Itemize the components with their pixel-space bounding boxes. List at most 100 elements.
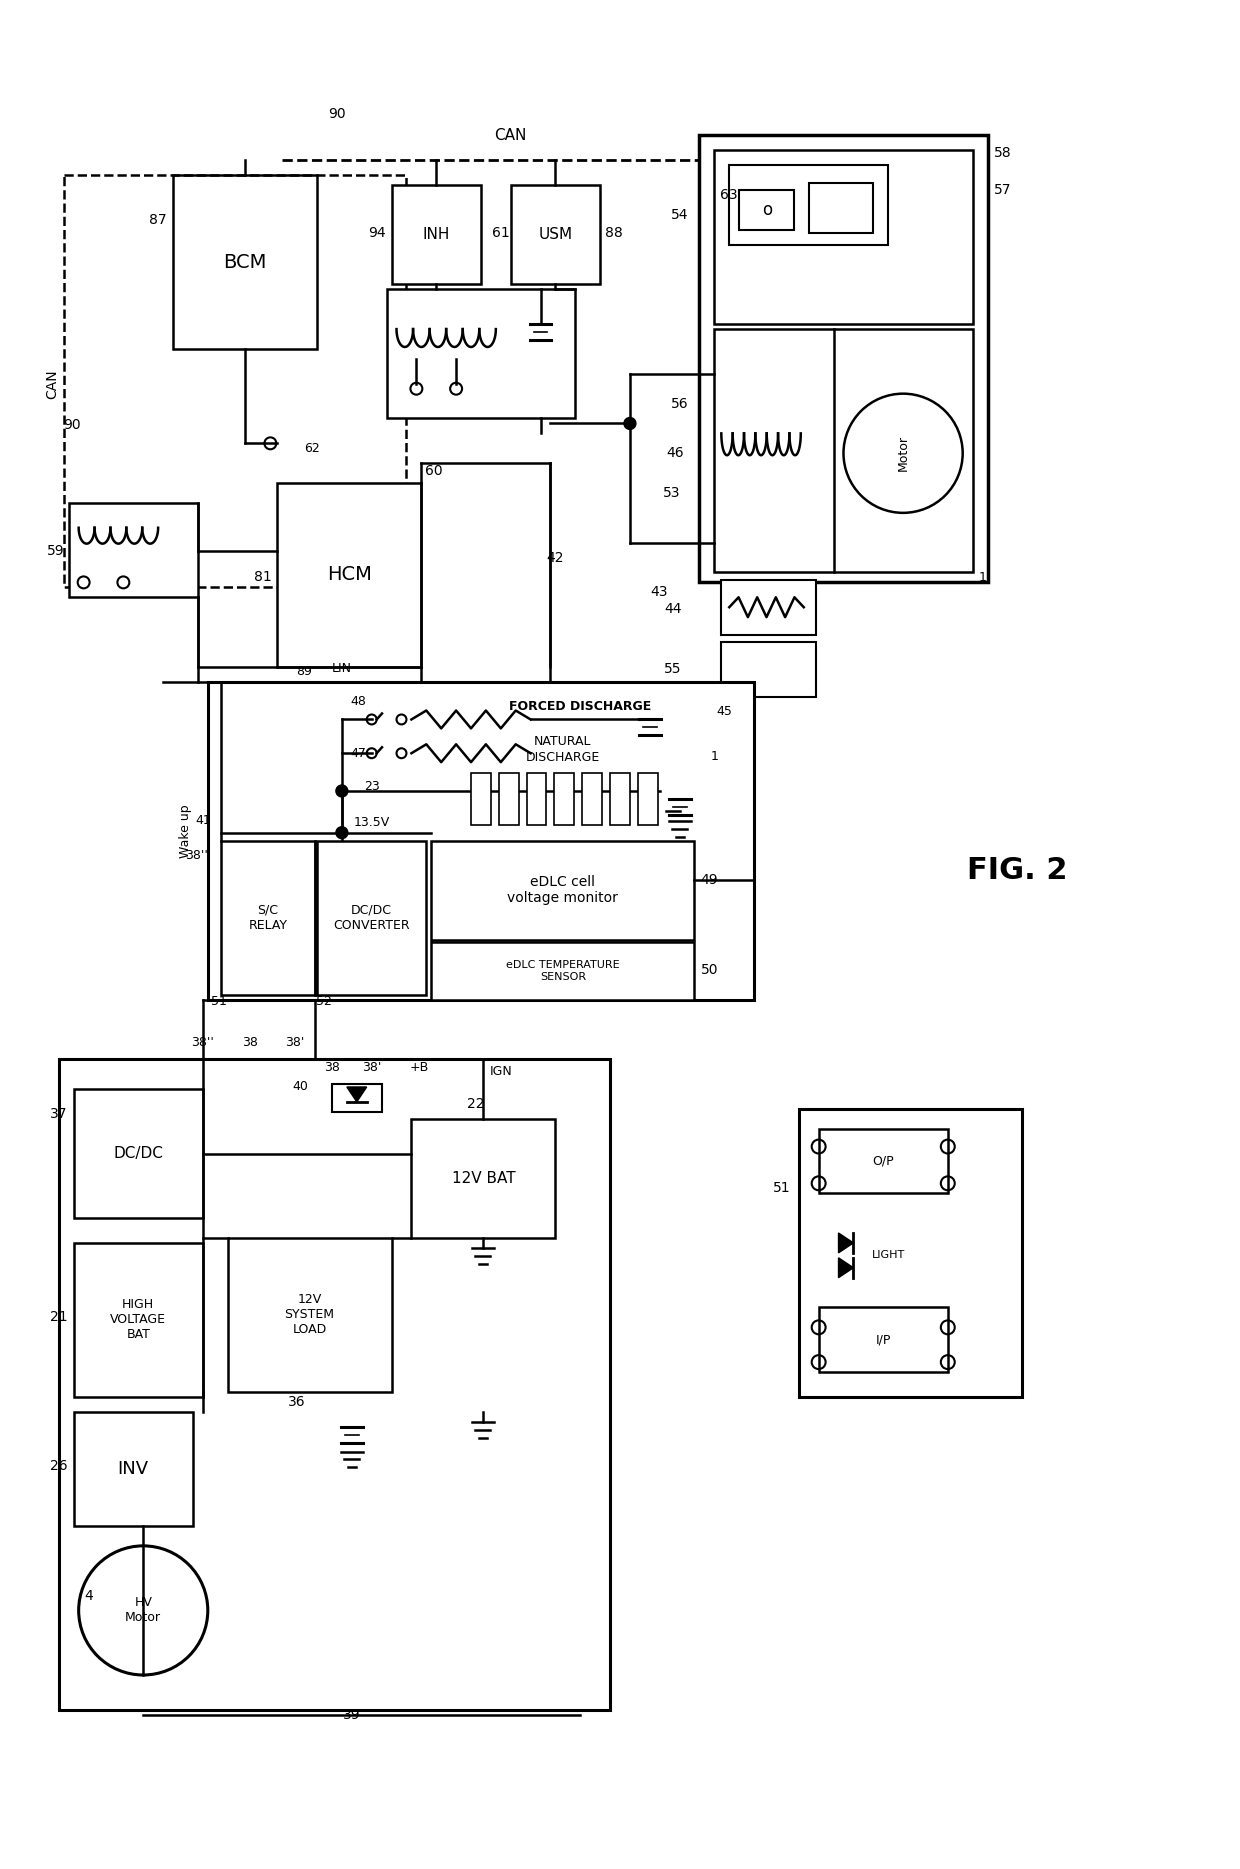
Text: IGN: IGN [490,1065,512,1078]
Text: 60: 60 [425,464,443,478]
Text: 46: 46 [666,447,683,460]
Text: Wake up: Wake up [180,804,192,858]
Text: 43: 43 [650,585,667,600]
Text: CAN: CAN [45,368,58,398]
Text: 59: 59 [47,544,64,557]
Bar [739,191,794,230]
Text: CAN: CAN [495,127,527,142]
Circle shape [624,417,636,430]
Bar [714,329,972,572]
Text: 94: 94 [368,226,386,239]
Text: 47: 47 [351,748,367,759]
Text: 55: 55 [663,662,682,677]
Text: HIGH
VOLTAGE
BAT: HIGH VOLTAGE BAT [110,1299,166,1342]
Text: 88: 88 [605,226,622,239]
Bar [511,185,600,284]
Text: +B: +B [409,1060,429,1073]
Text: 51: 51 [211,994,227,1007]
Text: 21: 21 [50,1310,68,1325]
Bar [73,1090,203,1219]
Bar [392,185,481,284]
Text: 38': 38' [285,1035,305,1049]
Text: 52: 52 [316,994,332,1007]
Text: 38: 38 [324,1060,340,1073]
Text: 40: 40 [293,1080,308,1093]
Bar [58,1060,610,1710]
Bar [637,774,657,824]
Circle shape [336,826,348,839]
Text: 22: 22 [467,1097,485,1110]
Bar [610,774,630,824]
Text: 38'': 38'' [186,849,208,862]
Circle shape [336,785,348,796]
Bar [527,774,547,824]
Text: 38: 38 [243,1035,258,1049]
Bar [432,841,694,940]
Bar [722,641,816,697]
Bar [73,1411,193,1525]
Text: NATURAL: NATURAL [533,735,591,748]
Text: 57: 57 [993,183,1011,196]
Bar [722,581,816,635]
Text: DISCHARGE: DISCHARGE [526,751,599,764]
Bar [68,503,198,598]
Text: 12V BAT: 12V BAT [451,1170,516,1185]
Bar [583,774,603,824]
Text: USM: USM [538,228,573,243]
Text: 41: 41 [195,815,211,828]
Text: 50: 50 [701,963,718,977]
Text: INH: INH [423,228,450,243]
Text: 61: 61 [492,226,510,239]
Bar [387,290,575,419]
Bar [818,1129,947,1192]
Text: 36: 36 [289,1394,306,1409]
Text: 56: 56 [671,396,688,411]
Text: BCM: BCM [223,252,267,271]
Text: 89: 89 [296,665,312,678]
Text: 1: 1 [978,570,987,583]
Text: 4: 4 [84,1589,93,1602]
Text: 26: 26 [50,1460,68,1473]
Text: DC/DC: DC/DC [113,1146,164,1161]
Bar [174,176,317,350]
Text: 49: 49 [701,873,718,888]
Text: S/C
RELAY: S/C RELAY [248,903,288,931]
Bar [412,1120,556,1237]
Bar [818,1308,947,1372]
Bar [73,1243,203,1396]
Polygon shape [838,1234,853,1252]
Text: I/P: I/P [875,1333,890,1346]
Bar [498,774,518,824]
Text: 38'': 38'' [191,1035,215,1049]
Text: FIG. 2: FIG. 2 [967,856,1068,884]
Bar [554,774,574,824]
Text: eDLC cell
voltage monitor: eDLC cell voltage monitor [507,875,619,905]
Text: Motor: Motor [897,435,910,471]
Text: 51: 51 [773,1181,791,1196]
Text: DC/DC
CONVERTER: DC/DC CONVERTER [334,903,410,931]
Bar [63,176,407,587]
Bar [208,682,754,1000]
Bar [471,774,491,824]
Text: 63: 63 [720,189,738,202]
Text: HCM: HCM [327,566,372,585]
Text: 90: 90 [63,419,81,432]
Bar [221,841,315,994]
Text: 90: 90 [329,107,346,121]
Text: 39: 39 [343,1708,361,1721]
Polygon shape [347,1088,367,1103]
Text: 87: 87 [149,213,167,226]
Text: HV
Motor: HV Motor [125,1596,161,1624]
Bar [729,164,888,245]
Text: 48: 48 [351,695,367,708]
Bar [332,1084,382,1112]
Text: 42: 42 [547,551,564,564]
Text: o: o [761,200,773,219]
Bar [699,135,987,583]
Bar [799,1108,1022,1396]
Text: 54: 54 [671,207,688,222]
Text: 12V
SYSTEM
LOAD: 12V SYSTEM LOAD [285,1293,335,1336]
Text: INV: INV [118,1460,149,1478]
Text: FORCED DISCHARGE: FORCED DISCHARGE [510,701,651,714]
Bar [228,1237,392,1392]
